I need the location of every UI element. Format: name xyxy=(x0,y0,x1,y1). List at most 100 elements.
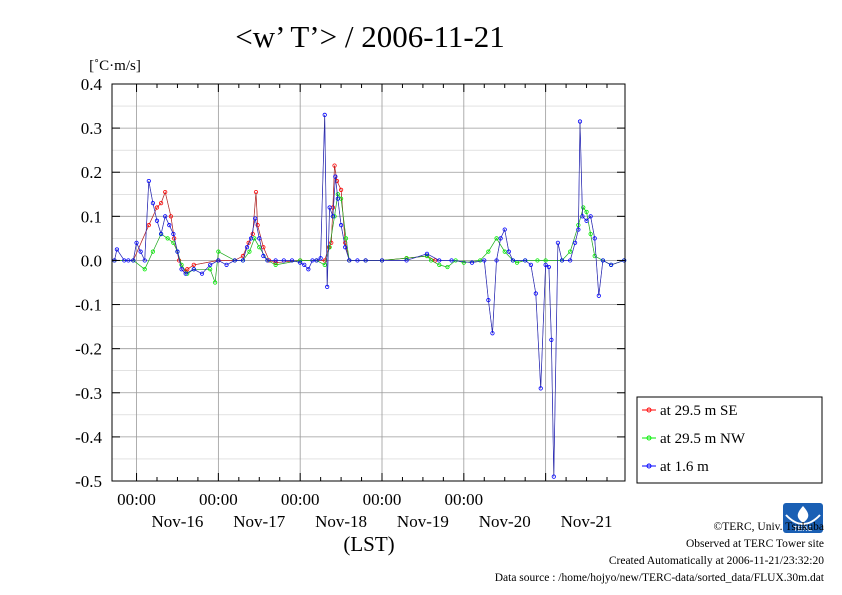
data-point xyxy=(322,262,327,267)
legend-swatch-marker xyxy=(646,463,652,469)
data-point xyxy=(577,119,583,124)
data-point xyxy=(584,218,589,223)
legend-swatch-marker xyxy=(646,407,652,413)
data-point xyxy=(142,258,147,263)
data-point xyxy=(122,258,127,263)
data-point xyxy=(175,249,180,254)
data-point xyxy=(302,262,307,267)
copyright-text: ©TERC, Univ. Tsukuba xyxy=(713,521,824,533)
legend-label: at 29.5 m SE xyxy=(660,403,738,419)
data-point xyxy=(248,236,254,241)
data-point xyxy=(581,205,586,210)
data-point xyxy=(171,240,176,245)
data-point xyxy=(131,258,136,263)
data-point xyxy=(216,249,221,254)
data-point xyxy=(478,258,483,263)
axes: 0.4 0.3 0.2 0.1 0.0 -0.1 -0.2 -0.3 -0.4 -0.5 00:00… xyxy=(75,75,625,531)
series-line-shadow xyxy=(114,114,625,477)
data-point xyxy=(179,267,184,272)
series-line xyxy=(114,114,625,477)
data-point xyxy=(428,258,434,263)
data-point xyxy=(338,187,344,192)
x-day-label: Nov-17 xyxy=(233,512,285,531)
legend-label: at 1.6 m xyxy=(660,459,709,475)
data-point xyxy=(502,227,507,232)
data-point xyxy=(216,258,221,263)
data-point xyxy=(273,258,278,263)
series-line xyxy=(114,165,436,273)
data-point xyxy=(171,231,176,237)
data-point xyxy=(568,249,573,254)
x-day-label: Nov-21 xyxy=(561,512,613,531)
data-point xyxy=(523,258,528,263)
data-point xyxy=(329,240,334,245)
chart-title: <w’ T’> / 2006-11-21 xyxy=(235,19,504,54)
data-point xyxy=(437,262,442,267)
legend: at 29.5 m SE at 29.5 m NW at 1.6 m xyxy=(636,396,823,484)
y-axis-unit: [˚C·m/s] xyxy=(89,58,141,74)
data-point xyxy=(469,260,475,265)
data-source-text: Data source : /home/hojyo/new/TERC-data/… xyxy=(494,572,824,584)
data-point xyxy=(437,258,442,263)
data-point xyxy=(355,258,360,263)
y-tick-label: -0.3 xyxy=(75,384,102,403)
data-point xyxy=(494,258,499,263)
data-point xyxy=(208,262,213,267)
legend-label: at 29.5 m NW xyxy=(660,431,746,447)
data-point xyxy=(247,249,252,254)
data-point xyxy=(596,293,601,298)
data-point xyxy=(330,214,336,219)
data-point xyxy=(363,258,368,263)
data-point xyxy=(538,386,543,391)
data-point xyxy=(559,258,565,263)
data-point xyxy=(255,223,260,228)
y-tick-label: -0.2 xyxy=(75,340,102,359)
data-point xyxy=(257,245,262,250)
data-point xyxy=(461,260,466,265)
data-point xyxy=(327,245,332,250)
data-point xyxy=(343,245,348,250)
data-point xyxy=(163,189,168,195)
data-point xyxy=(572,240,578,245)
data-point xyxy=(250,231,255,237)
data-point xyxy=(224,262,229,267)
x-day-label: Nov-20 xyxy=(479,512,531,531)
data-point xyxy=(588,214,593,219)
data-point xyxy=(506,249,511,254)
data-point xyxy=(150,249,156,254)
y-tick-label: -0.4 xyxy=(75,428,102,447)
data-point xyxy=(183,271,188,276)
data-point xyxy=(114,247,120,252)
data-point xyxy=(335,196,340,201)
data-point xyxy=(179,262,184,267)
series-3 xyxy=(112,112,627,479)
data-point xyxy=(592,236,597,241)
data-point xyxy=(191,267,196,272)
data-point xyxy=(424,251,430,256)
data-point xyxy=(298,258,303,263)
data-point xyxy=(535,258,540,263)
data-point xyxy=(322,258,327,263)
data-point xyxy=(404,256,409,261)
legend-swatch-marker xyxy=(646,435,652,441)
data-point xyxy=(168,214,174,219)
data-point xyxy=(142,267,147,272)
data-point xyxy=(289,258,295,263)
series-line-shadow xyxy=(114,193,625,283)
data-point xyxy=(533,291,538,296)
created-text: Created Automatically at 2006-11-21/23:3… xyxy=(608,555,824,567)
data-point xyxy=(298,260,303,265)
data-point xyxy=(494,236,499,241)
data-point xyxy=(244,245,250,250)
data-point xyxy=(281,258,286,263)
x-day-label: Nov-16 xyxy=(151,512,203,531)
data-point xyxy=(502,249,507,254)
data-point xyxy=(510,258,516,263)
data-point xyxy=(486,298,491,303)
data-point xyxy=(199,271,205,276)
data-point xyxy=(273,262,278,267)
data-point xyxy=(543,262,548,267)
y-tick-label: 0.0 xyxy=(81,251,102,270)
series-1 xyxy=(112,163,438,274)
y-tick-label: 0.3 xyxy=(81,119,102,138)
